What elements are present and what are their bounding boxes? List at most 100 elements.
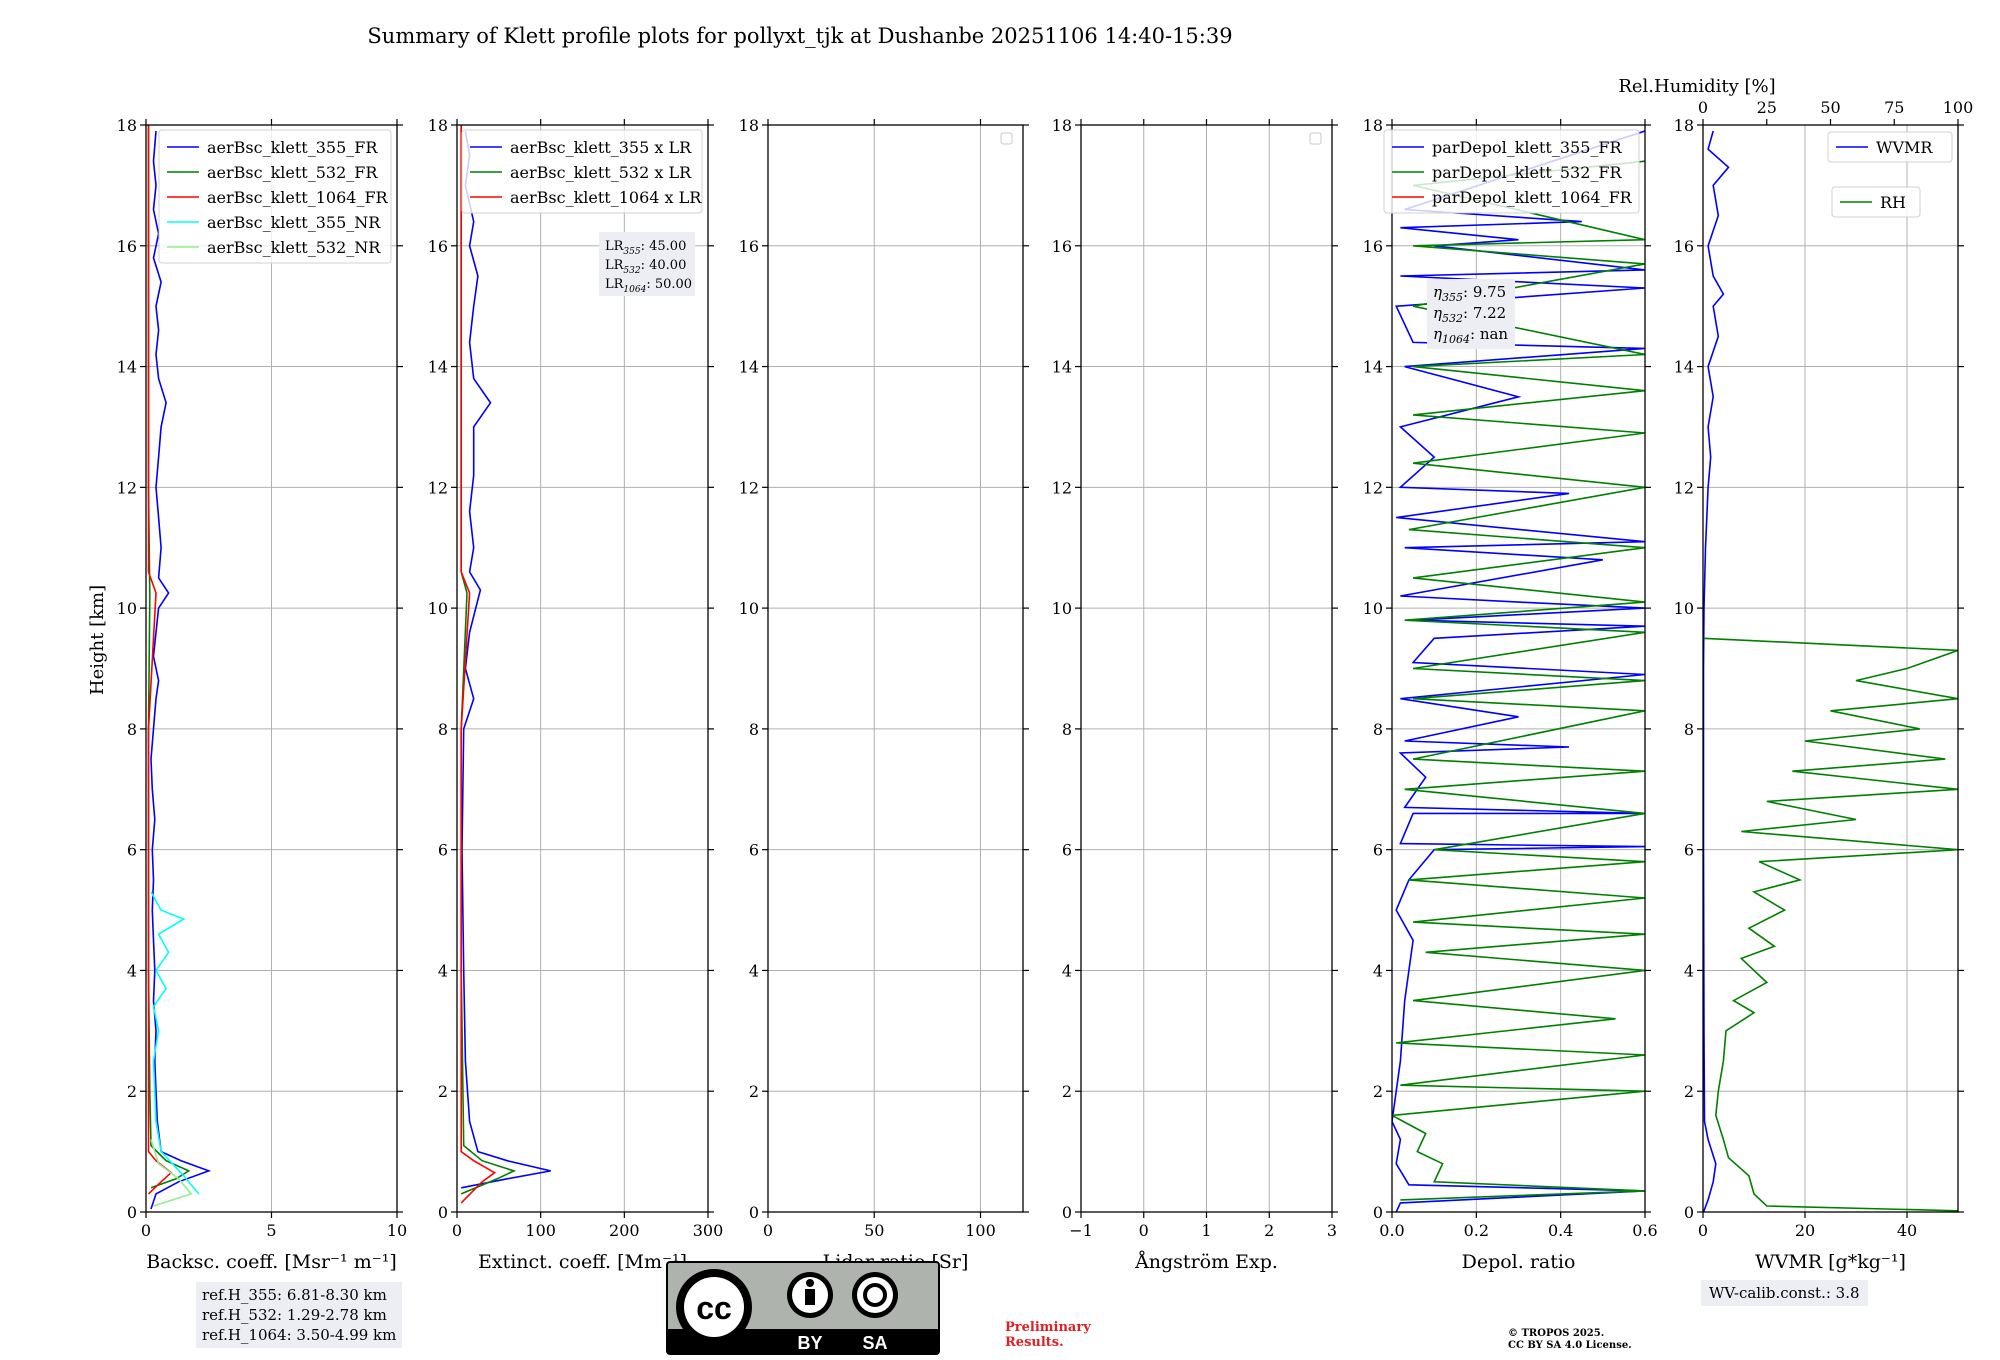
annotation-value: : 45.00 <box>641 239 687 254</box>
series-line-aerBsc_klett_355_FR <box>150 130 212 1210</box>
annotation-value: : 7.22 <box>1463 304 1506 322</box>
y-tick-label: 2 <box>1062 1082 1072 1101</box>
series-group <box>147 125 212 1210</box>
series-line-WVMR <box>1703 130 1730 1212</box>
y-tick-label: 6 <box>1684 841 1694 860</box>
legend-label: aerBsc_klett_355 x LR <box>510 138 692 157</box>
legend-label: parDepol_klett_355_FR <box>1432 138 1623 157</box>
legend-label: parDepol_klett_532_FR <box>1432 163 1623 182</box>
top-x-tick-label: 50 <box>1820 98 1840 117</box>
series-group <box>1703 130 1958 1212</box>
preliminary-line-2: Results. <box>1005 1335 1064 1350</box>
x-tick-label: 200 <box>609 1221 640 1240</box>
y-tick-label: 2 <box>438 1082 448 1101</box>
x-tick-label: 0.2 <box>1464 1221 1489 1240</box>
y-tick-label: 18 <box>1674 116 1694 135</box>
y-tick-label: 4 <box>1684 961 1694 980</box>
y-tick-label: 0 <box>1062 1203 1072 1222</box>
annotation-sub: 532 <box>1442 312 1463 325</box>
y-tick-label: 6 <box>1373 841 1383 860</box>
y-tick-label: 18 <box>117 116 137 135</box>
annotation-value: : 9.75 <box>1463 283 1506 301</box>
y-tick-label: 18 <box>1052 116 1072 135</box>
annotation-line: η532: 7.22 <box>1433 304 1506 325</box>
y-tick-label: 12 <box>428 478 448 497</box>
series-line-aerBsc_klett_355 x LR <box>461 130 551 1189</box>
y-tick-label: 6 <box>749 841 759 860</box>
plot-frame <box>767 124 1024 1213</box>
license-sa-label: SA <box>862 1333 887 1353</box>
y-tick-label: 4 <box>127 961 137 980</box>
x-tick-label: 0.0 <box>1379 1221 1404 1240</box>
y-tick-label: 16 <box>1674 237 1694 256</box>
x-tick-label: 5 <box>266 1221 276 1240</box>
legend-box <box>1827 131 1953 163</box>
y-tick-label: 14 <box>1052 358 1072 377</box>
ref-heights-box: ref.H_355: 6.81-8.30 km ref.H_532: 1.29-… <box>196 1282 403 1348</box>
y-tick-label: 16 <box>117 237 137 256</box>
series-line-aerBsc_klett_1064_FR <box>147 125 173 1195</box>
y-tick-label: 14 <box>1363 358 1383 377</box>
y-tick-label: 4 <box>1373 961 1383 980</box>
series-group <box>460 125 551 1204</box>
x-axis-label: Ångström Exp. <box>1134 1251 1278 1273</box>
legend-label: aerBsc_klett_532_FR <box>207 163 378 182</box>
copyright-line-2: CC BY SA 4.0 License. <box>1508 1340 1632 1351</box>
y-tick-label: 4 <box>1062 961 1072 980</box>
x-tick-label: 20 <box>1795 1221 1815 1240</box>
figure-title: Summary of Klett profile plots for polly… <box>367 24 1232 48</box>
series-line-aerBsc_klett_532_NR <box>150 1139 193 1207</box>
legend-label: aerBsc_klett_1064_FR <box>207 188 389 207</box>
plot-frame <box>456 124 709 1213</box>
x-tick-label: 300 <box>693 1221 724 1240</box>
top-x-tick-label: 25 <box>1757 98 1777 117</box>
ref-height-355: ref.H_355: 6.81-8.30 km <box>202 1286 387 1304</box>
panel-backscatter: 0 2 4 6 8 10 12 14 16 18 0 5 10 Backsc. coeff. [Msr⁻¹… <box>117 116 408 1273</box>
annotation-value: : nan <box>1470 325 1508 343</box>
legend-label: RH <box>1880 193 1906 212</box>
x-axis-label: WVMR [g*kg⁻¹] <box>1755 1251 1906 1273</box>
y-tick-label: 0 <box>1373 1203 1383 1222</box>
series-line-parDepol_klett_532_FR <box>1392 160 1645 1201</box>
y-tick-label: 16 <box>428 237 448 256</box>
y-tick-label: 2 <box>127 1082 137 1101</box>
ref-height-532: ref.H_532: 1.29-2.78 km <box>202 1306 387 1324</box>
copyright-note: © TROPOS 2025. CC BY SA 4.0 License. <box>1508 1328 1632 1352</box>
y-axis-label: Height [km] <box>87 585 108 695</box>
top-x-tick-label: 0 <box>1698 98 1708 117</box>
y-tick-label: 2 <box>1373 1082 1383 1101</box>
wv-calib-box: WV-calib.const.: 3.8 <box>1701 1280 1868 1306</box>
x-tick-label: 10 <box>387 1221 407 1240</box>
x-tick-label: 0 <box>452 1221 462 1240</box>
y-tick-label: 18 <box>739 116 759 135</box>
annotation-label: η <box>1433 304 1442 322</box>
y-tick-label: 0 <box>1684 1203 1694 1222</box>
legend-label: parDepol_klett_1064_FR <box>1432 188 1633 207</box>
plot-frame <box>1080 124 1333 1213</box>
y-tick-label: 12 <box>1052 478 1072 497</box>
series-line-RH <box>1703 637 1958 1212</box>
annotation-line: η1064: nan <box>1433 325 1508 346</box>
annotation-sub: 1064 <box>623 285 646 295</box>
annotation-sub: 355 <box>623 247 640 257</box>
preliminary-line-1: Preliminary <box>1005 1320 1091 1335</box>
legend-box <box>158 129 392 264</box>
annotation-value: : 50.00 <box>646 277 692 292</box>
legend-label: aerBsc_klett_355_NR <box>207 213 381 232</box>
x-tick-label: 1 <box>1201 1221 1211 1240</box>
y-tick-label: 8 <box>749 720 759 739</box>
y-tick-label: 12 <box>117 478 137 497</box>
top-x-axis-label: Rel.Humidity [%] <box>1618 76 1775 97</box>
x-tick-label: 100 <box>525 1221 556 1240</box>
legend-label: aerBsc_klett_532_NR <box>207 238 381 257</box>
y-tick-label: 0 <box>438 1203 448 1222</box>
x-tick-label: 100 <box>965 1221 996 1240</box>
annotation-line: LR355: 45.00 <box>605 239 686 257</box>
series-line-aerBsc_klett_532_FR <box>147 125 191 1189</box>
y-tick-label: 6 <box>438 841 448 860</box>
x-tick-label: −1 <box>1069 1221 1093 1240</box>
y-tick-label: 6 <box>1062 841 1072 860</box>
y-tick-label: 18 <box>1363 116 1383 135</box>
annotation-label: η <box>1433 283 1442 301</box>
y-tick-label: 2 <box>749 1082 759 1101</box>
